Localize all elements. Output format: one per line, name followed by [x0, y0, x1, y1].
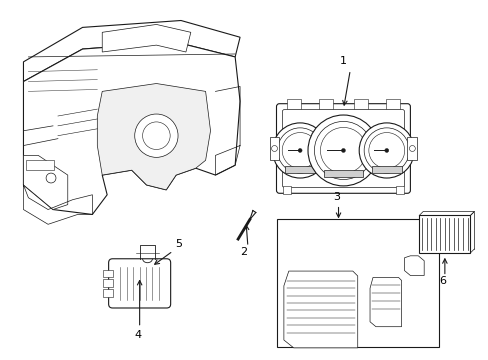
- Circle shape: [46, 173, 56, 183]
- Polygon shape: [97, 84, 210, 190]
- Circle shape: [320, 127, 366, 174]
- Text: 2: 2: [240, 247, 247, 257]
- Polygon shape: [23, 156, 68, 210]
- Bar: [26, 160, 54, 170]
- Circle shape: [135, 114, 178, 157]
- Circle shape: [314, 121, 372, 180]
- Circle shape: [408, 145, 414, 152]
- Circle shape: [384, 148, 388, 152]
- Circle shape: [341, 148, 345, 152]
- Polygon shape: [102, 24, 190, 52]
- FancyBboxPatch shape: [276, 104, 409, 193]
- Bar: [285, 166, 315, 172]
- Circle shape: [142, 122, 170, 149]
- Bar: [407, 137, 416, 160]
- Circle shape: [272, 123, 327, 178]
- Bar: [276, 219, 439, 347]
- Text: 5: 5: [175, 239, 182, 249]
- Bar: [269, 137, 279, 160]
- Bar: [283, 186, 291, 194]
- Text: 1: 1: [339, 56, 346, 66]
- Circle shape: [307, 115, 378, 186]
- Bar: [395, 186, 403, 194]
- Circle shape: [277, 128, 322, 173]
- Text: 4: 4: [134, 329, 141, 339]
- Circle shape: [368, 132, 404, 168]
- Circle shape: [282, 132, 317, 168]
- Bar: [102, 279, 112, 287]
- Bar: [353, 99, 367, 109]
- Bar: [102, 289, 112, 297]
- Polygon shape: [23, 21, 240, 82]
- Bar: [102, 270, 112, 278]
- FancyBboxPatch shape: [108, 259, 170, 308]
- Bar: [287, 99, 301, 109]
- Bar: [318, 99, 332, 109]
- Circle shape: [364, 128, 408, 173]
- Polygon shape: [369, 278, 401, 327]
- Circle shape: [298, 148, 302, 152]
- Bar: [385, 99, 399, 109]
- Bar: [371, 166, 401, 172]
- Text: 6: 6: [439, 276, 446, 286]
- Polygon shape: [404, 256, 423, 275]
- Bar: [323, 170, 362, 177]
- Circle shape: [271, 145, 277, 152]
- Polygon shape: [284, 271, 357, 348]
- Bar: [418, 215, 469, 253]
- Text: 3: 3: [332, 192, 339, 202]
- Polygon shape: [23, 42, 240, 215]
- FancyBboxPatch shape: [282, 109, 404, 188]
- Circle shape: [359, 123, 413, 178]
